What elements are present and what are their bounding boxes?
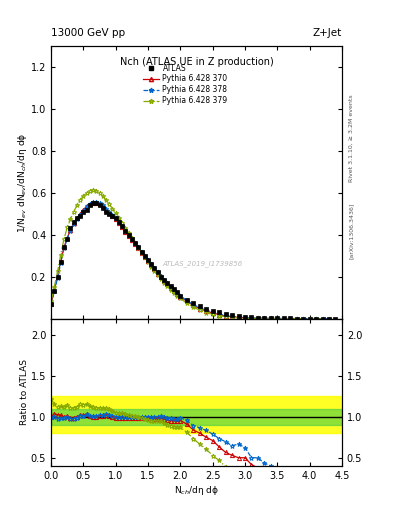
Text: Rivet 3.1.10, ≥ 3.2M events: Rivet 3.1.10, ≥ 3.2M events bbox=[349, 94, 354, 182]
Y-axis label: Ratio to ATLAS: Ratio to ATLAS bbox=[20, 359, 29, 425]
X-axis label: N$_{ch}$/dη dϕ: N$_{ch}$/dη dϕ bbox=[174, 483, 219, 497]
Text: Nch (ATLAS UE in Z production): Nch (ATLAS UE in Z production) bbox=[119, 57, 274, 67]
Text: ATLAS_2019_I1739856: ATLAS_2019_I1739856 bbox=[162, 261, 242, 267]
Y-axis label: 1/N$_{ev}$ dN$_{ev}$/dN$_{ch}$/dη dϕ: 1/N$_{ev}$ dN$_{ev}$/dN$_{ch}$/dη dϕ bbox=[17, 132, 29, 232]
Text: [arXiv:1306.3436]: [arXiv:1306.3436] bbox=[349, 202, 354, 259]
Text: 13000 GeV pp: 13000 GeV pp bbox=[51, 28, 125, 38]
Legend: ATLAS, Pythia 6.428 370, Pythia 6.428 378, Pythia 6.428 379: ATLAS, Pythia 6.428 370, Pythia 6.428 37… bbox=[143, 63, 228, 105]
Text: Z+Jet: Z+Jet bbox=[313, 28, 342, 38]
